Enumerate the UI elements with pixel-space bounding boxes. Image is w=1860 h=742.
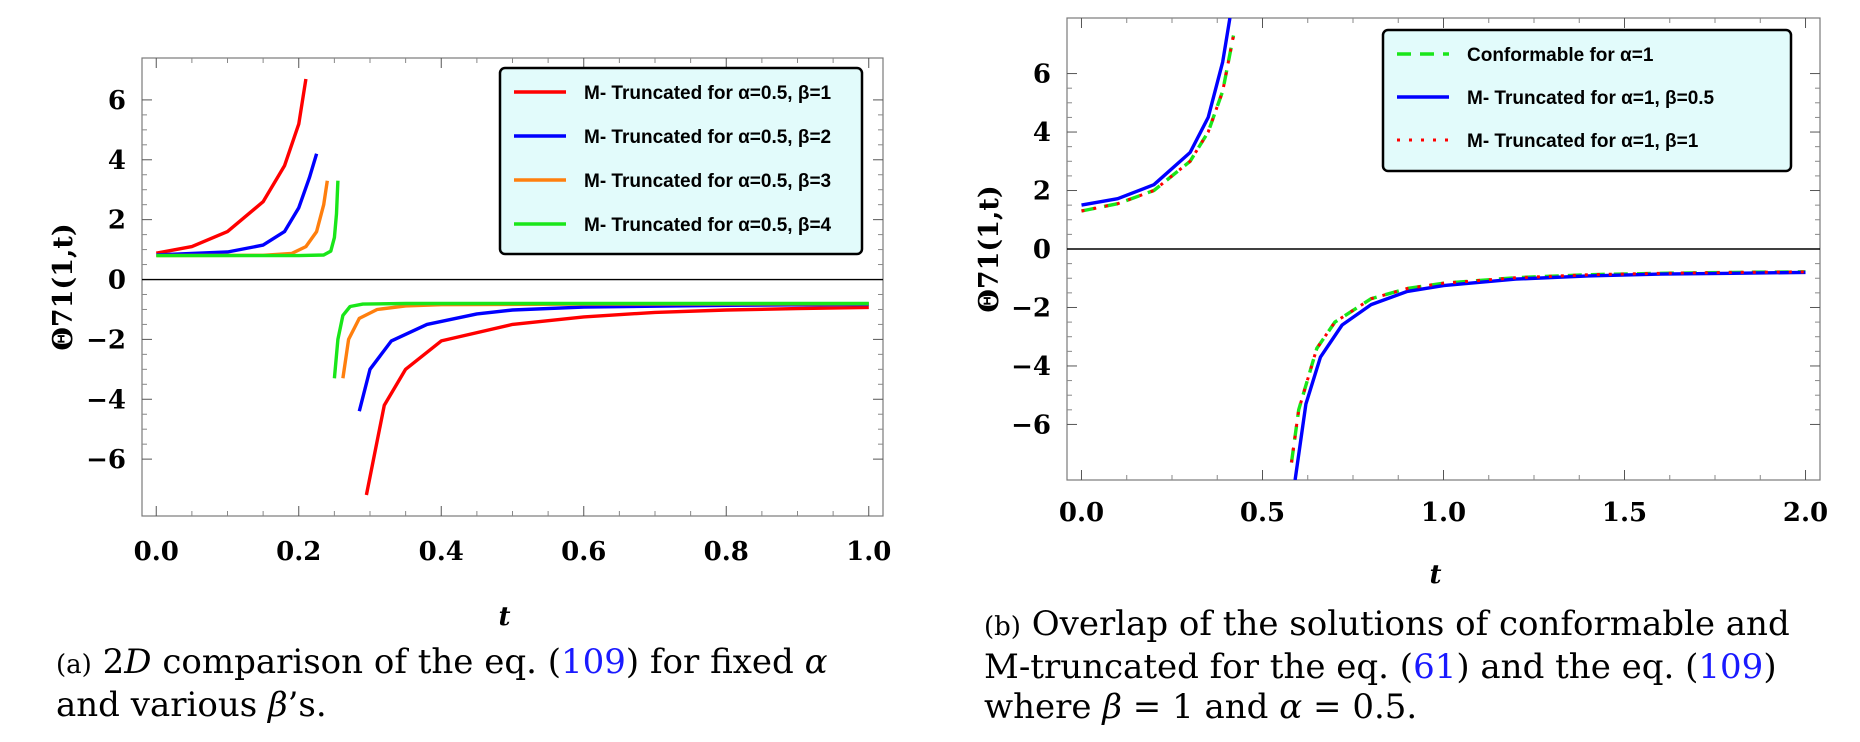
caption-a-d: D <box>124 642 152 682</box>
caption-a-beta: β <box>267 685 288 725</box>
caption-a-text1: comparison of the eq. ( <box>151 642 561 682</box>
series-line-2 <box>357 302 869 412</box>
legend-label-1: M- Truncated for α=0.5, β=1 <box>584 83 832 104</box>
x-tick-label: 1.5 <box>1602 498 1647 528</box>
caption-b: (b) Overlap of the solutions of conforma… <box>984 604 1844 727</box>
caption-a-alpha: α <box>804 642 828 682</box>
y-tick-label: −2 <box>86 325 126 355</box>
series-line-2 <box>156 153 319 257</box>
y-tick-label: −4 <box>86 385 126 415</box>
series-line-1 <box>1289 270 1806 463</box>
legend-label-4: M- Truncated for α=0.5, β=4 <box>584 215 832 236</box>
y-tick-label: −6 <box>86 445 126 475</box>
x-tick-label: 0.6 <box>561 537 606 567</box>
y-tick-label: 2 <box>108 206 126 236</box>
caption-b-text3: ) <box>1763 647 1777 687</box>
chart-b: 0.0 0.5 1.0 1.5 2.0 −6 −4 −2 0 2 4 6 t Θ71(1,t) Confor… <box>974 17 1828 590</box>
x-tick-label: 0.0 <box>1059 498 1104 528</box>
x-tick-label: 0.4 <box>419 537 464 567</box>
x-tick-label: 1.0 <box>846 537 891 567</box>
caption-b-alpha: α <box>1279 687 1303 727</box>
legend: Conformable for α=1 M- Truncated for α=1,… <box>1381 28 1793 173</box>
x-tick-label: 0.0 <box>134 537 179 567</box>
legend-box <box>1381 28 1793 173</box>
y-tick-label: 4 <box>108 146 126 176</box>
caption-a-text4: ’s. <box>287 685 327 725</box>
y-tick-label: −2 <box>1011 293 1051 323</box>
caption-a-ref[interactable]: 109 <box>560 642 626 682</box>
series-line-2 <box>1081 18 1232 207</box>
caption-a-tag: (a) <box>56 650 92 680</box>
caption-b-tag: (b) <box>984 612 1021 642</box>
legend-label-3: M- Truncated for α=1, β=1 <box>1467 131 1699 152</box>
series-line-1 <box>155 78 308 255</box>
chart-a: 0.0 0.2 0.4 0.6 0.8 1.0 −6 −4 −2 0 2 4 6 t Θ71(1,t) M- … <box>48 57 891 632</box>
legend-label-2: M- Truncated for α=0.5, β=2 <box>584 127 831 148</box>
x-tick-label: 2.0 <box>1783 498 1828 528</box>
legend-label-3: M- Truncated for α=0.5, β=3 <box>584 171 831 192</box>
caption-b-text6: = 0.5. <box>1302 687 1418 727</box>
legend-box <box>498 66 864 256</box>
y-tick-label: 2 <box>1033 177 1051 207</box>
series-line-4 <box>332 301 869 379</box>
y-axis-label: Θ71(1,t) <box>974 185 1005 312</box>
caption-b-text1: M-truncated for the eq. ( <box>984 647 1414 687</box>
x-tick-label: 0.2 <box>276 537 321 567</box>
series-line-1 <box>1081 35 1236 213</box>
legend-label-1: Conformable for α=1 <box>1467 45 1654 66</box>
caption-b-ref2[interactable]: 109 <box>1698 647 1764 687</box>
series-line-2 <box>1293 270 1806 480</box>
x-tick-label: 0.5 <box>1240 498 1285 528</box>
x-tick-label: 1.0 <box>1421 498 1466 528</box>
y-tick-label: 4 <box>1033 118 1051 148</box>
y-tick-label: −4 <box>1011 352 1051 382</box>
caption-b-text2: ) and the eq. ( <box>1456 647 1699 687</box>
caption-b-text5: = 1 and <box>1121 687 1280 727</box>
y-tick-label: 0 <box>1033 235 1051 265</box>
x-tick-label: 0.8 <box>704 537 749 567</box>
y-tick-label: 0 <box>108 266 126 296</box>
legend: M- Truncated for α=0.5, β=1 M- Truncated … <box>498 66 864 256</box>
y-axis-label: Θ71(1,t) <box>48 223 79 350</box>
series-line-3 <box>1081 35 1235 213</box>
caption-a: (a) 2D comparison of the eq. (109) for f… <box>56 642 916 725</box>
caption-a-2: 2 <box>102 642 125 682</box>
series-line-1 <box>364 305 869 496</box>
x-axis-label: t <box>1429 560 1441 590</box>
caption-a-text3: and various <box>56 685 268 725</box>
caption-b-ref1[interactable]: 61 <box>1413 647 1457 687</box>
caption-a-text2: ) for fixed <box>625 642 805 682</box>
series-line-4 <box>156 180 340 258</box>
caption-b-text4: where <box>984 687 1103 727</box>
y-tick-label: 6 <box>1033 60 1051 90</box>
y-tick-label: −6 <box>1011 410 1051 440</box>
y-tick-label: 6 <box>108 86 126 116</box>
caption-b-line1: Overlap of the solutions of conformable … <box>1031 604 1790 644</box>
legend-label-2: M- Truncated for α=1, β=0.5 <box>1467 88 1715 109</box>
x-axis-label: t <box>498 602 510 632</box>
caption-b-beta: β <box>1102 687 1122 727</box>
